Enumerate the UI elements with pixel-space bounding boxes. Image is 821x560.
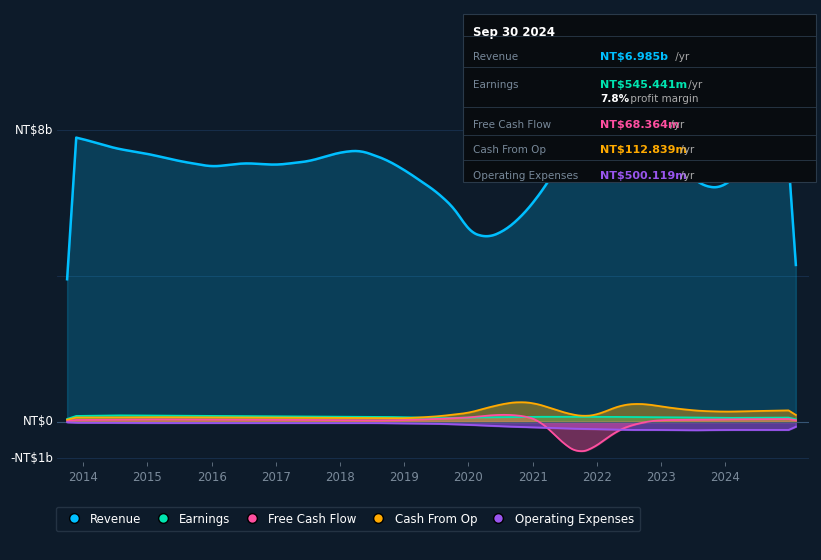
Text: Earnings: Earnings — [473, 81, 518, 90]
Text: Revenue: Revenue — [473, 52, 518, 62]
Text: NT$8b: NT$8b — [16, 124, 53, 137]
Legend: Revenue, Earnings, Free Cash Flow, Cash From Op, Operating Expenses: Revenue, Earnings, Free Cash Flow, Cash … — [56, 507, 640, 531]
Text: Cash From Op: Cash From Op — [473, 146, 546, 156]
Text: Free Cash Flow: Free Cash Flow — [473, 120, 551, 130]
Text: NT$545.441m: NT$545.441m — [600, 81, 687, 90]
Text: NT$500.119m: NT$500.119m — [600, 171, 687, 181]
Text: /yr: /yr — [677, 146, 695, 156]
Text: Operating Expenses: Operating Expenses — [473, 171, 578, 181]
Text: 7.8%: 7.8% — [600, 94, 629, 104]
Text: /yr: /yr — [677, 171, 695, 181]
Text: NT$112.839m: NT$112.839m — [600, 146, 687, 156]
Text: /yr: /yr — [667, 120, 685, 130]
Text: Sep 30 2024: Sep 30 2024 — [473, 26, 555, 39]
Text: NT$6.985b: NT$6.985b — [600, 52, 668, 62]
Text: NT$68.364m: NT$68.364m — [600, 120, 680, 130]
Text: -NT$1b: -NT$1b — [11, 452, 53, 465]
Text: /yr: /yr — [672, 52, 690, 62]
Text: NT$0: NT$0 — [23, 416, 53, 428]
Text: profit margin: profit margin — [627, 94, 699, 104]
Text: /yr: /yr — [685, 81, 702, 90]
